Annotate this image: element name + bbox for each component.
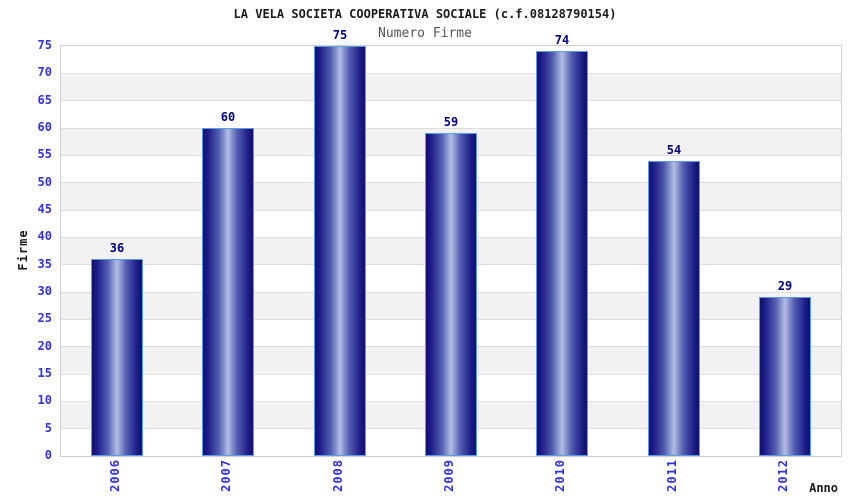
bar-value-label: 60 [220, 110, 236, 124]
y-tick-label: 60 [37, 120, 52, 134]
bar [759, 297, 811, 456]
bar-value-label: 59 [443, 115, 459, 129]
gridline [61, 127, 841, 129]
bar [425, 133, 477, 456]
x-axis-label: Anno [809, 481, 838, 495]
y-tick-label: 30 [37, 284, 52, 298]
plot-band [61, 46, 841, 74]
y-tick-label: 45 [37, 202, 52, 216]
bar [202, 128, 254, 456]
y-tick-label: 20 [37, 338, 52, 353]
y-tick-label: 75 [37, 38, 52, 52]
y-tick-label: 25 [37, 311, 52, 326]
x-tick-label: 2010 [553, 459, 567, 492]
y-tick-label: 65 [37, 92, 52, 107]
gridline [61, 72, 841, 74]
bar-value-label: 36 [109, 241, 125, 255]
plot-band [61, 100, 841, 128]
y-tick-label: 5 [44, 420, 52, 435]
y-tick-label: 10 [37, 393, 52, 408]
x-tick-label: 2009 [442, 459, 456, 492]
x-tick-label: 2006 [108, 459, 122, 492]
y-tick-label: 15 [37, 366, 52, 380]
y-tick-label: 55 [37, 147, 52, 162]
gridline [61, 100, 841, 102]
bar [648, 161, 700, 456]
y-tick-label: 0 [44, 448, 52, 462]
bar-value-label: 54 [666, 143, 682, 157]
chart-subtitle: Numero Firme [378, 26, 472, 41]
bar [314, 46, 366, 456]
bar [91, 259, 143, 456]
bar-value-label: 29 [777, 279, 793, 293]
x-tick-label: 2007 [219, 459, 233, 492]
x-tick-label: 2008 [331, 459, 345, 492]
bar [536, 51, 588, 456]
plot-band [61, 73, 841, 101]
bar-value-label: 74 [554, 33, 570, 47]
chart-title: LA VELA SOCIETA COOPERATIVA SOCIALE (c.f… [233, 7, 617, 21]
x-tick-label: 2011 [665, 459, 679, 492]
y-tick-label: 50 [37, 174, 52, 189]
y-tick-label: 70 [37, 65, 52, 80]
x-tick-label: 2012 [776, 459, 790, 492]
bar-value-label: 75 [332, 28, 348, 42]
y-tick-label: 35 [37, 256, 52, 271]
y-tick-label: 40 [37, 229, 52, 244]
plot-area: 36 60 75 59 74 54 29 [60, 28, 842, 457]
